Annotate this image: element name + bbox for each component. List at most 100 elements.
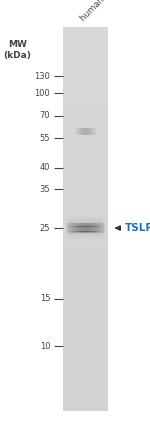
Text: human kidney: human kidney: [79, 0, 129, 23]
Bar: [63, 73, 108, 75]
Bar: [63, 310, 108, 312]
Bar: [63, 100, 108, 102]
Bar: [63, 232, 108, 234]
Text: TSLP: TSLP: [125, 223, 150, 233]
Bar: [68, 234, 103, 235]
Bar: [63, 307, 108, 309]
Bar: [68, 229, 103, 230]
Bar: [63, 357, 108, 359]
Bar: [63, 365, 108, 366]
Bar: [63, 343, 108, 345]
Bar: [82, 128, 83, 135]
Bar: [68, 227, 103, 228]
Bar: [63, 366, 108, 368]
Bar: [63, 377, 108, 378]
Bar: [63, 35, 108, 36]
Bar: [63, 397, 108, 399]
Bar: [87, 223, 88, 233]
Bar: [80, 223, 81, 233]
Bar: [103, 223, 104, 233]
Bar: [92, 128, 93, 135]
Bar: [63, 265, 108, 267]
Bar: [78, 128, 79, 135]
Bar: [63, 283, 108, 285]
Bar: [63, 250, 108, 251]
Bar: [75, 223, 76, 233]
Bar: [63, 237, 108, 239]
Bar: [63, 205, 108, 206]
Bar: [63, 207, 108, 209]
Text: 70: 70: [40, 111, 50, 120]
Bar: [63, 296, 108, 298]
Bar: [63, 123, 108, 125]
Bar: [91, 223, 92, 233]
Bar: [63, 81, 108, 83]
Bar: [63, 134, 108, 136]
Bar: [74, 223, 75, 233]
Bar: [63, 391, 108, 392]
Bar: [83, 223, 84, 233]
Bar: [63, 346, 108, 347]
Bar: [63, 128, 108, 130]
Bar: [63, 268, 108, 269]
Bar: [63, 164, 108, 166]
Bar: [63, 169, 108, 171]
Bar: [63, 47, 108, 49]
Bar: [63, 218, 108, 220]
Bar: [63, 264, 108, 265]
Bar: [68, 237, 103, 238]
Bar: [80, 128, 81, 135]
Bar: [63, 113, 108, 114]
Bar: [63, 145, 108, 147]
Bar: [63, 228, 108, 230]
Bar: [63, 154, 108, 156]
Bar: [63, 306, 108, 308]
Bar: [63, 204, 108, 205]
Bar: [63, 149, 108, 151]
Bar: [63, 255, 108, 257]
Bar: [63, 229, 108, 231]
Bar: [63, 301, 108, 303]
Bar: [63, 344, 108, 346]
Text: MW: MW: [8, 40, 27, 49]
Bar: [63, 132, 108, 134]
Bar: [68, 228, 103, 229]
Bar: [63, 195, 108, 196]
Bar: [68, 233, 103, 234]
Bar: [63, 118, 108, 120]
Bar: [63, 177, 108, 179]
Bar: [63, 110, 108, 112]
Bar: [63, 404, 108, 406]
Bar: [63, 257, 108, 259]
Bar: [63, 240, 108, 241]
Bar: [63, 64, 108, 66]
Bar: [63, 328, 108, 329]
Bar: [89, 128, 90, 135]
Bar: [63, 334, 108, 336]
Bar: [63, 105, 108, 107]
Bar: [63, 179, 108, 181]
Bar: [63, 90, 108, 92]
Bar: [63, 82, 108, 84]
Bar: [63, 190, 108, 191]
Bar: [89, 223, 90, 233]
Bar: [63, 389, 108, 391]
Bar: [78, 223, 79, 233]
Bar: [68, 219, 103, 220]
Bar: [90, 223, 91, 233]
Bar: [63, 178, 108, 180]
Bar: [63, 53, 108, 54]
Bar: [63, 60, 108, 62]
Bar: [63, 318, 108, 319]
Bar: [63, 183, 108, 185]
Bar: [63, 371, 108, 373]
Bar: [63, 122, 108, 123]
Text: 35: 35: [40, 184, 50, 194]
Bar: [63, 324, 108, 326]
Bar: [63, 158, 108, 159]
Bar: [81, 128, 82, 135]
Bar: [85, 128, 86, 135]
Bar: [63, 151, 108, 153]
Bar: [63, 285, 108, 287]
Bar: [83, 128, 84, 135]
